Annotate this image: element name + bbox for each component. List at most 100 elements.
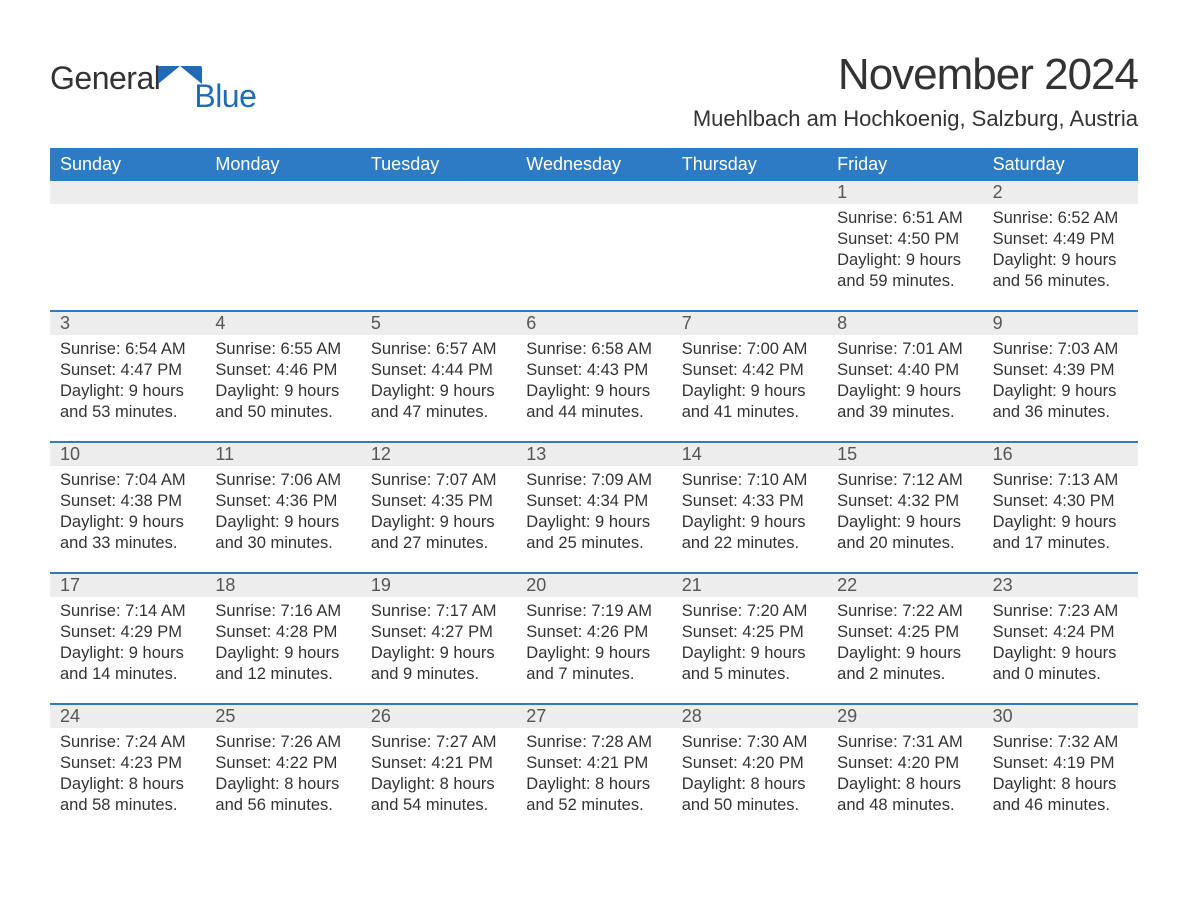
- day-header: Wednesday: [516, 148, 671, 181]
- day-daylight2: and 25 minutes.: [526, 533, 661, 554]
- day-daylight1: Daylight: 9 hours: [526, 643, 661, 664]
- day-sunset: Sunset: 4:44 PM: [371, 360, 506, 381]
- day-daylight1: Daylight: 9 hours: [371, 512, 506, 533]
- day-number: 11: [205, 443, 360, 466]
- day-daylight2: and 12 minutes.: [215, 664, 350, 685]
- day-cell: Sunrise: 7:01 AMSunset: 4:40 PMDaylight:…: [827, 335, 982, 441]
- day-sunrise: Sunrise: 7:20 AM: [682, 601, 817, 622]
- day-sunrise: Sunrise: 7:23 AM: [993, 601, 1128, 622]
- day-cell: [50, 204, 205, 310]
- day-daylight1: Daylight: 9 hours: [837, 381, 972, 402]
- day-daylight2: and 48 minutes.: [837, 795, 972, 816]
- day-number: 30: [983, 705, 1138, 728]
- day-sunset: Sunset: 4:25 PM: [837, 622, 972, 643]
- day-cell: Sunrise: 7:24 AMSunset: 4:23 PMDaylight:…: [50, 728, 205, 834]
- day-number: 25: [205, 705, 360, 728]
- week-daynum-row: 3456789: [50, 312, 1138, 335]
- calendar-week: 10111213141516Sunrise: 7:04 AMSunset: 4:…: [50, 441, 1138, 572]
- day-daylight2: and 17 minutes.: [993, 533, 1128, 554]
- day-sunrise: Sunrise: 6:54 AM: [60, 339, 195, 360]
- week-daynum-row: 24252627282930: [50, 705, 1138, 728]
- day-sunrise: Sunrise: 7:09 AM: [526, 470, 661, 491]
- day-number: 20: [516, 574, 671, 597]
- day-cell: Sunrise: 7:14 AMSunset: 4:29 PMDaylight:…: [50, 597, 205, 703]
- calendar-header-row: Sunday Monday Tuesday Wednesday Thursday…: [50, 148, 1138, 181]
- day-number: 14: [672, 443, 827, 466]
- day-daylight2: and 54 minutes.: [371, 795, 506, 816]
- day-header: Saturday: [983, 148, 1138, 181]
- day-header: Thursday: [672, 148, 827, 181]
- day-sunset: Sunset: 4:50 PM: [837, 229, 972, 250]
- day-sunrise: Sunrise: 6:58 AM: [526, 339, 661, 360]
- day-sunrise: Sunrise: 7:27 AM: [371, 732, 506, 753]
- day-sunrise: Sunrise: 7:16 AM: [215, 601, 350, 622]
- day-daylight2: and 41 minutes.: [682, 402, 817, 423]
- day-number: [672, 181, 827, 204]
- day-cell: Sunrise: 7:22 AMSunset: 4:25 PMDaylight:…: [827, 597, 982, 703]
- day-sunset: Sunset: 4:49 PM: [993, 229, 1128, 250]
- day-daylight2: and 5 minutes.: [682, 664, 817, 685]
- day-sunrise: Sunrise: 7:03 AM: [993, 339, 1128, 360]
- brand-logo: General Blue: [50, 30, 274, 97]
- day-daylight2: and 47 minutes.: [371, 402, 506, 423]
- day-daylight1: Daylight: 9 hours: [371, 643, 506, 664]
- day-sunset: Sunset: 4:46 PM: [215, 360, 350, 381]
- week-body-row: Sunrise: 7:14 AMSunset: 4:29 PMDaylight:…: [50, 597, 1138, 703]
- day-sunset: Sunset: 4:38 PM: [60, 491, 195, 512]
- day-cell: Sunrise: 6:58 AMSunset: 4:43 PMDaylight:…: [516, 335, 671, 441]
- day-cell: Sunrise: 7:04 AMSunset: 4:38 PMDaylight:…: [50, 466, 205, 572]
- day-cell: Sunrise: 6:54 AMSunset: 4:47 PMDaylight:…: [50, 335, 205, 441]
- day-sunset: Sunset: 4:33 PM: [682, 491, 817, 512]
- day-sunset: Sunset: 4:36 PM: [215, 491, 350, 512]
- day-daylight1: Daylight: 8 hours: [682, 774, 817, 795]
- day-cell: Sunrise: 7:10 AMSunset: 4:33 PMDaylight:…: [672, 466, 827, 572]
- day-sunset: Sunset: 4:22 PM: [215, 753, 350, 774]
- day-number: 28: [672, 705, 827, 728]
- day-cell: [205, 204, 360, 310]
- day-sunset: Sunset: 4:19 PM: [993, 753, 1128, 774]
- day-daylight1: Daylight: 9 hours: [682, 512, 817, 533]
- day-cell: Sunrise: 7:26 AMSunset: 4:22 PMDaylight:…: [205, 728, 360, 834]
- day-number: 26: [361, 705, 516, 728]
- day-cell: Sunrise: 6:52 AMSunset: 4:49 PMDaylight:…: [983, 204, 1138, 310]
- day-daylight1: Daylight: 9 hours: [215, 643, 350, 664]
- day-sunset: Sunset: 4:29 PM: [60, 622, 195, 643]
- day-cell: Sunrise: 7:12 AMSunset: 4:32 PMDaylight:…: [827, 466, 982, 572]
- day-header: Monday: [205, 148, 360, 181]
- title-block: November 2024 Muehlbach am Hochkoenig, S…: [693, 30, 1138, 148]
- day-number: 2: [983, 181, 1138, 204]
- day-daylight1: Daylight: 9 hours: [837, 643, 972, 664]
- day-sunrise: Sunrise: 7:07 AM: [371, 470, 506, 491]
- day-cell: Sunrise: 7:32 AMSunset: 4:19 PMDaylight:…: [983, 728, 1138, 834]
- weeks-container: 12Sunrise: 6:51 AMSunset: 4:50 PMDayligh…: [50, 181, 1138, 834]
- day-sunset: Sunset: 4:25 PM: [682, 622, 817, 643]
- day-daylight2: and 22 minutes.: [682, 533, 817, 554]
- day-number: [361, 181, 516, 204]
- day-cell: Sunrise: 7:13 AMSunset: 4:30 PMDaylight:…: [983, 466, 1138, 572]
- day-number: 7: [672, 312, 827, 335]
- day-cell: Sunrise: 7:06 AMSunset: 4:36 PMDaylight:…: [205, 466, 360, 572]
- day-cell: [672, 204, 827, 310]
- day-number: 4: [205, 312, 360, 335]
- day-daylight1: Daylight: 9 hours: [682, 643, 817, 664]
- day-daylight1: Daylight: 8 hours: [526, 774, 661, 795]
- day-cell: Sunrise: 7:16 AMSunset: 4:28 PMDaylight:…: [205, 597, 360, 703]
- day-cell: Sunrise: 7:09 AMSunset: 4:34 PMDaylight:…: [516, 466, 671, 572]
- day-number: 10: [50, 443, 205, 466]
- day-sunrise: Sunrise: 7:31 AM: [837, 732, 972, 753]
- day-sunset: Sunset: 4:32 PM: [837, 491, 972, 512]
- day-sunrise: Sunrise: 6:51 AM: [837, 208, 972, 229]
- day-sunset: Sunset: 4:20 PM: [837, 753, 972, 774]
- day-daylight1: Daylight: 9 hours: [993, 381, 1128, 402]
- day-daylight2: and 50 minutes.: [682, 795, 817, 816]
- day-cell: Sunrise: 6:55 AMSunset: 4:46 PMDaylight:…: [205, 335, 360, 441]
- day-daylight2: and 36 minutes.: [993, 402, 1128, 423]
- day-number: 8: [827, 312, 982, 335]
- day-number: 23: [983, 574, 1138, 597]
- day-sunset: Sunset: 4:21 PM: [371, 753, 506, 774]
- day-number: 22: [827, 574, 982, 597]
- day-sunset: Sunset: 4:24 PM: [993, 622, 1128, 643]
- day-daylight2: and 58 minutes.: [60, 795, 195, 816]
- day-daylight2: and 46 minutes.: [993, 795, 1128, 816]
- day-cell: Sunrise: 7:28 AMSunset: 4:21 PMDaylight:…: [516, 728, 671, 834]
